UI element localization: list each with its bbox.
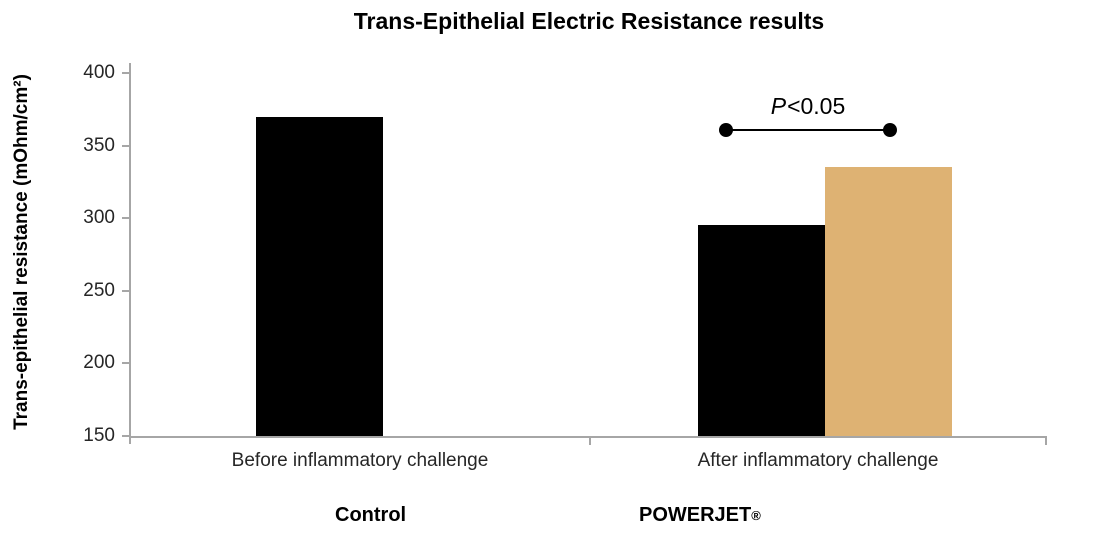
- legend-item-control: Control: [308, 504, 406, 527]
- p-value-text: <0.05: [787, 92, 846, 119]
- y-tick-mark: [122, 144, 129, 147]
- y-tick-label: 400: [83, 62, 115, 83]
- y-tick-label: 350: [83, 134, 115, 156]
- y-tick-label: 200: [83, 352, 115, 374]
- legend-label-powerjet: POWERJET: [639, 504, 752, 526]
- y-tick-mark: [122, 289, 129, 292]
- y-tick-label: 150: [83, 425, 115, 446]
- y-tick-mark: [122, 217, 129, 220]
- category-label-before: Before inflammatory challenge: [231, 450, 489, 471]
- bar-powerjet-after: [825, 167, 952, 436]
- significance-line: [726, 128, 890, 131]
- x-tick-mark: [1045, 438, 1047, 445]
- y-tick-label: 250: [83, 279, 115, 301]
- x-tick-mark: [589, 438, 591, 445]
- bar-control-after: [698, 225, 825, 436]
- y-tick-mark: [122, 435, 129, 437]
- y-axis-line: [129, 63, 131, 444]
- bar-control-before: [256, 116, 383, 436]
- p-symbol: P: [770, 92, 787, 119]
- legend-label-control: Control: [335, 504, 407, 526]
- significance-label: P<0.05: [719, 93, 897, 120]
- y-axis-label: Trans-epithelial resistance (mOhm/cm²): [11, 74, 32, 430]
- y-tick-mark: [122, 72, 129, 74]
- y-tick-label: 300: [83, 207, 115, 229]
- legend-item-powerjet: POWERJET ®: [612, 504, 761, 527]
- plot-area: Before inflammatory challenge After infl…: [83, 63, 1047, 471]
- significance-dot-right: [883, 122, 897, 137]
- y-tick-mark: [122, 362, 129, 365]
- chart-title: Trans-Epithelial Electric Resistance res…: [353, 8, 825, 34]
- control-swatch-icon: [308, 507, 326, 525]
- category-label-after: After inflammatory challenge: [697, 450, 939, 471]
- powerjet-swatch-icon: [612, 507, 630, 525]
- legend: Control POWERJET ®: [0, 502, 1103, 534]
- significance-dot-left: [719, 122, 733, 137]
- x-axis-line: [129, 436, 1047, 438]
